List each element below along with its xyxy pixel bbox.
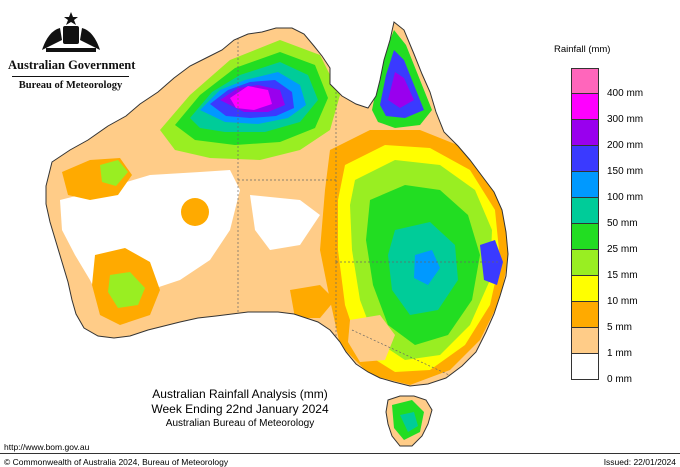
band-5mm-sa (290, 285, 335, 318)
legend-color-bar (571, 68, 599, 380)
legend-swatch (571, 354, 599, 380)
legend-swatch (571, 172, 599, 198)
legend-swatch (571, 328, 599, 354)
legend-label: 100 mm (607, 192, 644, 203)
coat-of-arms-icon (41, 12, 100, 52)
map-title-block: Australian Rainfall Analysis (mm) Week E… (120, 387, 360, 431)
government-logo: Australian Government Bureau of Meteorol… (8, 10, 136, 91)
band-200mm-coast (480, 240, 503, 285)
legend-label: 150 mm (607, 166, 644, 177)
footer-rule (0, 453, 680, 454)
band-1mm-se (348, 315, 395, 362)
legend-swatch (571, 224, 599, 250)
government-name: Australian Government (8, 58, 136, 72)
logo-divider (12, 76, 129, 77)
legend-title: Rainfall (mm) (554, 44, 611, 55)
band-5mm-central (181, 198, 209, 226)
legend-swatch (571, 94, 599, 120)
legend-label: 25 mm (607, 244, 638, 255)
tasmania-contours (392, 400, 424, 440)
map-title: Australian Rainfall Analysis (mm) (152, 387, 328, 401)
map-period: Week Ending 22nd January 2024 (151, 402, 329, 416)
legend-label: 1 mm (607, 348, 632, 359)
legend-label: 400 mm (607, 88, 644, 99)
band-300mm-north (230, 86, 272, 110)
website-link[interactable]: http://www.bom.gov.au (4, 442, 90, 452)
band-200mm-cape (388, 72, 414, 108)
band-15mm-west (100, 160, 128, 186)
band-15mm-sw (108, 272, 145, 308)
dry-centre (250, 195, 320, 250)
legend-label: 200 mm (607, 140, 644, 151)
legend-swatch (571, 68, 599, 94)
map-source: Australian Bureau of Meteorology (165, 418, 315, 429)
legend-label: 50 mm (607, 218, 638, 229)
state-borders (237, 30, 500, 381)
legend-swatch (571, 146, 599, 172)
bureau-name: Bureau of Meteorology (18, 80, 123, 91)
legend-label: 5 mm (607, 322, 632, 333)
legend-label-bottom: 0 mm (607, 374, 632, 385)
issued-date: Issued: 22/01/2024 (603, 457, 676, 467)
legend-swatch (571, 302, 599, 328)
legend-label: 300 mm (607, 114, 644, 125)
legend-label: 10 mm (607, 296, 638, 307)
legend-swatch (571, 120, 599, 146)
copyright-text: © Commonwealth of Australia 2024, Bureau… (4, 457, 229, 467)
legend-label: 15 mm (607, 270, 638, 281)
tas-band-50mm (400, 412, 418, 432)
band-100mm-inland (414, 250, 440, 285)
legend-swatch (571, 250, 599, 276)
legend-swatch (571, 198, 599, 224)
legend-swatch (571, 276, 599, 302)
